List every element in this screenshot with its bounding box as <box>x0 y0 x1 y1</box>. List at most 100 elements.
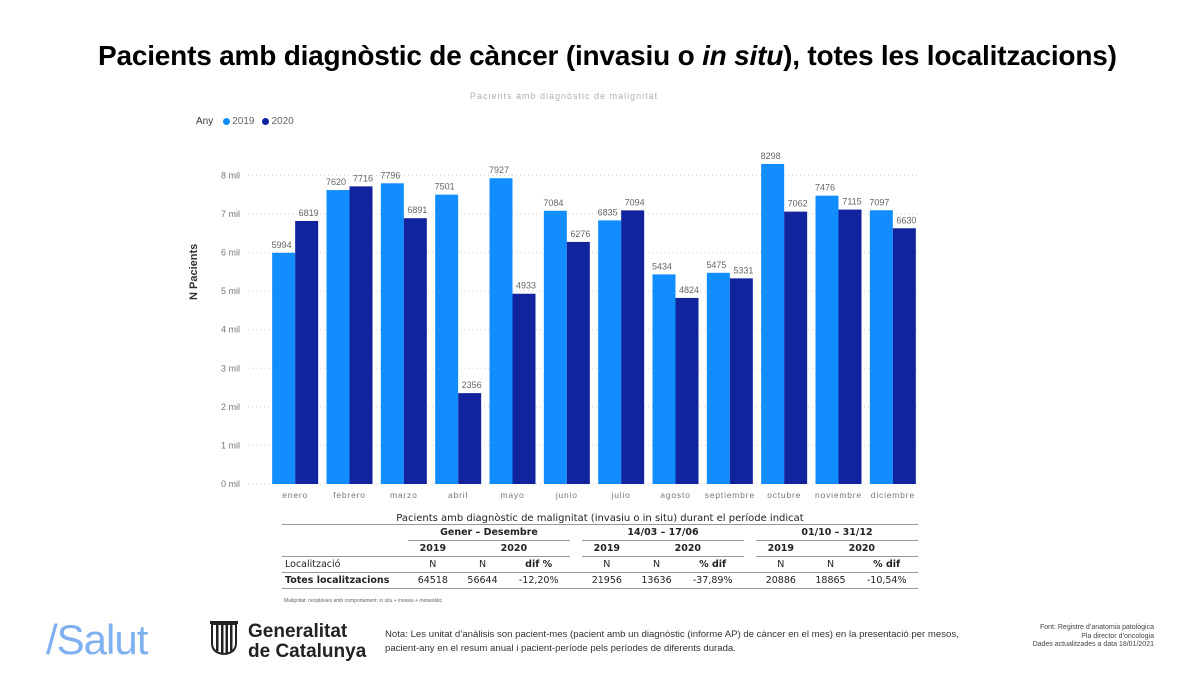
table-cell: 18865 <box>805 572 856 589</box>
gencat-line1: Generalitat <box>248 621 348 642</box>
y-tick-label: 6 mil <box>221 248 240 258</box>
x-tick-label: septiembre <box>705 490 755 500</box>
year-header: 2019 <box>408 540 458 557</box>
gencat-line2: de Catalunya <box>248 641 367 662</box>
table-cell: 20886 <box>755 572 806 589</box>
column-header: N <box>581 556 632 573</box>
data-label: 6835 <box>598 207 618 217</box>
data-label: 6891 <box>407 205 427 215</box>
table-cell: 21956 <box>581 572 632 589</box>
page-title: Pacients amb diagnòstic de càncer (invas… <box>98 40 1138 72</box>
table-period-row: Gener – Desembre 14/03 – 17/06 01/10 – 3… <box>282 524 918 541</box>
table-cell: 64518 <box>408 572 458 589</box>
x-tick-label: mayo <box>501 490 525 500</box>
data-label: 7620 <box>326 177 346 187</box>
title-text: Pacients amb diagnòstic de càncer (invas… <box>98 40 703 71</box>
y-tick-label: 1 mil <box>221 440 240 450</box>
chart-subtitle: Pacients amb diagnòstic de malignitat <box>470 91 659 101</box>
table-column-header-row: Localització N N dif % N N % dif N N % d… <box>282 556 918 573</box>
column-header: N <box>457 556 508 573</box>
data-label: 5434 <box>652 261 672 271</box>
column-header: dif % <box>507 556 570 573</box>
data-label: 2356 <box>462 380 482 390</box>
data-label: 7476 <box>815 183 835 193</box>
year-header: 2020 <box>805 540 918 557</box>
bar-2020-mayo <box>512 293 536 484</box>
y-tick-label: 0 mil <box>221 479 240 489</box>
column-header: N <box>755 556 806 573</box>
data-label: 7501 <box>435 182 455 192</box>
x-tick-label: julio <box>611 490 631 500</box>
y-tick-label: 8 mil <box>221 170 240 180</box>
data-label: 5331 <box>733 265 753 275</box>
summary-table: Gener – Desembre 14/03 – 17/06 01/10 – 3… <box>282 524 918 589</box>
bar-2019-noviembre <box>815 195 839 484</box>
bar-2020-febrero <box>349 186 373 484</box>
data-label: 7796 <box>380 170 400 180</box>
x-tick-label: diciembre <box>871 490 915 500</box>
bar-2019-diciembre <box>869 210 893 484</box>
bar-2019-marzo <box>380 183 404 484</box>
table-row: Totes localitzacions 64518 56644 -12,20%… <box>282 572 918 589</box>
bar-2019-enero <box>272 252 296 484</box>
year-header: 2019 <box>755 540 806 557</box>
year-header: 2020 <box>631 540 744 557</box>
data-label: 7094 <box>625 197 645 207</box>
row-label: Totes localitzacions <box>282 572 408 589</box>
y-tick-label: 2 mil <box>221 402 240 412</box>
period-header: 01/10 – 31/12 <box>755 524 918 541</box>
legend-item-label: 2020 <box>271 116 294 127</box>
period-header: 14/03 – 17/06 <box>581 524 744 541</box>
bar-2019-abril <box>435 194 459 484</box>
title-italic: in situ <box>702 40 784 71</box>
period-header: Gener – Desembre <box>408 524 570 541</box>
data-label: 4933 <box>516 281 536 291</box>
table-cell: 13636 <box>631 572 682 589</box>
legend-dot-icon <box>262 118 270 125</box>
chart-legend: Any 2019 2020 <box>196 116 298 127</box>
table-cell: -37,89% <box>681 572 744 589</box>
x-tick-label: junio <box>555 490 578 500</box>
data-label: 7716 <box>353 173 373 183</box>
column-header: % dif <box>681 556 744 573</box>
data-label: 6819 <box>299 208 319 218</box>
y-tick-label: 4 mil <box>221 325 240 335</box>
column-header: N <box>631 556 682 573</box>
data-label: 5994 <box>272 240 292 250</box>
data-label: 4824 <box>679 285 699 295</box>
bar-chart: 0 mil 1 mil 2 mil 3 mil 4 mil 5 mil 6 mil 7 mil… <box>221 151 920 500</box>
bar-2019-agosto <box>652 274 676 484</box>
table-cell: 56644 <box>457 572 508 589</box>
bar-2020-marzo <box>403 218 427 484</box>
legend-item-2020[interactable]: 2020 <box>262 116 294 127</box>
x-tick-label: abril <box>448 490 468 500</box>
year-header: 2019 <box>581 540 632 557</box>
column-header: N <box>805 556 856 573</box>
bar-2020-abril <box>458 393 482 484</box>
y-tick-label: 7 mil <box>221 209 240 219</box>
bar-2019-mayo <box>489 178 513 484</box>
bar-2020-julio <box>621 210 645 485</box>
data-label: 6276 <box>570 229 590 239</box>
update-date: Dades actualitzades a data 18/01/2021 <box>1032 641 1154 648</box>
bar-2019-febrero <box>326 190 350 485</box>
table-cell: -10,54% <box>855 572 918 589</box>
legend-item-2019[interactable]: 2019 <box>223 116 254 127</box>
bar-2020-octubre <box>784 211 808 484</box>
data-label: 6630 <box>896 215 916 225</box>
source-line: Pla director d’oncologia <box>1081 632 1154 640</box>
column-header: Localització <box>282 556 408 573</box>
bar-2020-agosto <box>675 297 699 484</box>
bar-2020-septiembre <box>729 278 753 484</box>
bar-2019-octubre <box>761 163 785 485</box>
y-tick-label: 3 mil <box>221 363 240 373</box>
bar-2020-diciembre <box>892 228 916 484</box>
legend-dot-icon <box>223 118 231 125</box>
title-text-end: ), totes les localitzacions) <box>783 40 1117 71</box>
bar-2019-julio <box>598 220 622 484</box>
bar-2020-noviembre <box>838 209 862 485</box>
generalitat-emblem-icon <box>210 621 238 655</box>
x-tick-label: noviembre <box>815 490 862 500</box>
generalitat-logo-text: Generalitat de Catalunya <box>248 622 366 662</box>
table-year-row: 2019 2020 2019 2020 2019 2020 <box>282 540 918 557</box>
